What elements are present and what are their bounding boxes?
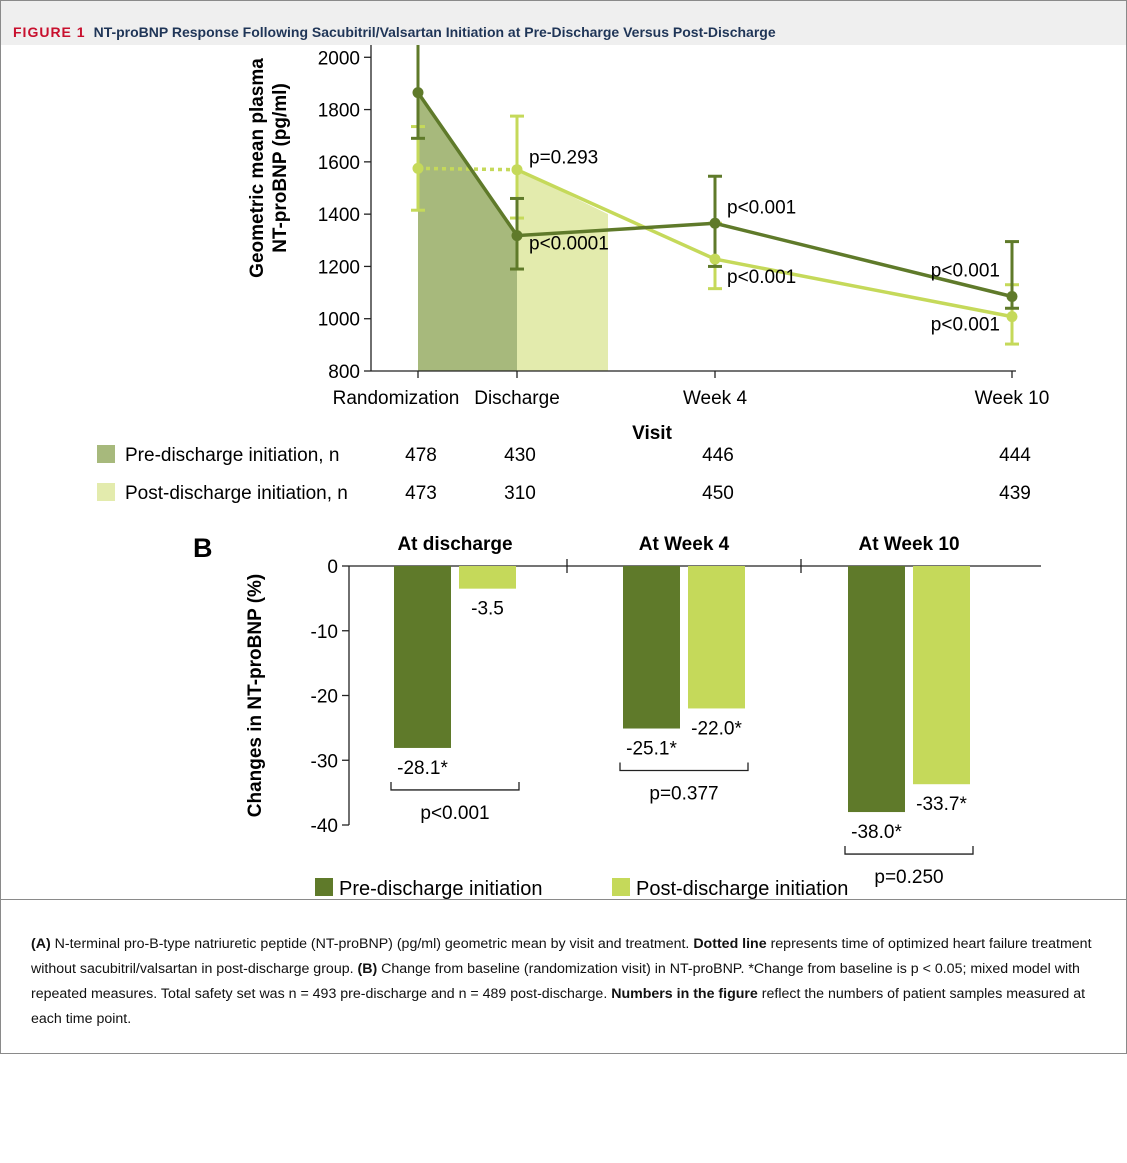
pre-discharge-bar-label: -38.0* (851, 822, 902, 843)
legend-pre-discharge-label: Pre-discharge initiation (339, 878, 542, 900)
post-discharge-bar-label: -3.5 (471, 599, 504, 620)
panel-a-y-tick-label: 2000 (318, 48, 360, 69)
pre-discharge-n-value: 478 (405, 445, 437, 466)
legend-post-discharge-swatch (612, 878, 630, 896)
panel-b-comparison-bracket (844, 846, 974, 855)
caption-b-text: Change from baseline (randomization visi… (31, 961, 1080, 1002)
panel-b-comparison-bracket (390, 781, 520, 791)
pre-discharge-point (412, 87, 424, 99)
post-discharge-dotted-line (417, 166, 518, 172)
panel-b-comparison-p-value: p<0.001 (420, 803, 489, 824)
pre-discharge-point (709, 217, 721, 229)
legend-post-discharge-label: Post-discharge initiation (636, 878, 848, 900)
post-discharge-bar-label: -22.0* (691, 718, 742, 739)
pre-discharge-point (511, 230, 523, 242)
figure-charts: A8001000120014001600180020002200Randomiz… (97, 45, 1050, 900)
pre-discharge-n-value: 430 (504, 445, 536, 466)
caption-numbers-label: Numbers in the figure (611, 986, 758, 1002)
figure-frame: FIGURE 1 NT-proBNP Response Following Sac… (0, 0, 1127, 1054)
caption-numbers-text: reflect the numbers of patient samples m… (31, 986, 1086, 1027)
caption-a-label: (A) (31, 936, 51, 952)
panel-b-group-title: At Week 10 (858, 534, 959, 555)
pre-discharge-bar-label: -25.1* (626, 739, 677, 760)
panel-b-y-tick-label: -10 (311, 622, 338, 643)
panel-a-x-tick-label: Randomization (333, 388, 460, 409)
pre-discharge-n-label: Pre-discharge initiation, n (125, 445, 339, 466)
pre-discharge-bar-label: -28.1* (397, 758, 448, 779)
panel-a-y-tick-label: 1400 (318, 205, 360, 226)
figure-title-text: NT-proBNP Response Following Sacubitril/… (93, 24, 776, 40)
panel-b-y-tick-label: -30 (311, 751, 338, 772)
panel-a-y-axis-title: Geometric mean plasma (247, 58, 268, 278)
caption-divider (1, 899, 1126, 900)
figure-label: FIGURE 1 (13, 24, 86, 40)
post-discharge-n-swatch (97, 483, 115, 501)
panel-b-y-axis-title: Changes in NT-proBNP (%) (245, 574, 266, 818)
post-discharge-point (412, 162, 424, 174)
panel-a-y-tick-label: 1800 (318, 101, 360, 122)
post-discharge-n-value: 310 (504, 483, 536, 504)
panel-b-y-tick-label: 0 (327, 557, 338, 578)
post-discharge-point (1006, 311, 1018, 323)
panel-a-y-tick-label: 1600 (318, 153, 360, 174)
post-discharge-n-value: 473 (405, 483, 437, 504)
panel-b-y-tick-label: -20 (311, 687, 338, 708)
panel-a-y-axis-title: NT-proBNP (pg/ml) (270, 83, 291, 253)
figure-header: FIGURE 1 NT-proBNP Response Following Sac… (1, 1, 1126, 45)
panel-b-label: B (193, 533, 213, 563)
pre-discharge-n-value: 444 (999, 445, 1031, 466)
panel-b-y-tick-label: -40 (311, 816, 338, 837)
post-discharge-bar (459, 566, 516, 589)
post-discharge-p-value: p<0.001 (727, 267, 796, 288)
post-discharge-n-value: 450 (702, 483, 734, 504)
panel-b-comparison-bracket (619, 762, 749, 772)
panel-b-group-title: At discharge (397, 534, 512, 555)
legend-pre-discharge-swatch (315, 878, 333, 896)
post-discharge-point (511, 164, 523, 176)
post-discharge-n-label: Post-discharge initiation, n (125, 483, 348, 504)
pre-discharge-p-value: p<0.001 (727, 197, 796, 218)
post-discharge-bar (913, 566, 970, 785)
pre-discharge-shaded-area (418, 92, 517, 372)
panel-b-comparison-p-value: p=0.377 (649, 784, 718, 805)
panel-a-y-tick-label: 1000 (318, 310, 360, 331)
post-discharge-n-value: 439 (999, 483, 1031, 504)
panel-a-x-axis-title: Visit (632, 423, 672, 444)
pre-discharge-point (1006, 290, 1018, 302)
pre-discharge-n-value: 446 (702, 445, 734, 466)
panel-a-x-tick-label: Week 4 (683, 388, 748, 409)
post-discharge-bar (688, 566, 745, 709)
post-discharge-shaded-area (517, 169, 608, 371)
panel-a-x-tick-label: Week 10 (975, 388, 1050, 409)
caption-a-text: N-terminal pro-B-type natriuretic peptid… (50, 936, 694, 952)
pre-discharge-bar (848, 566, 905, 813)
panel-a-y-tick-label: 800 (328, 362, 360, 383)
caption-dotted-label: Dotted line (693, 936, 767, 952)
panel-b-group-title: At Week 4 (639, 534, 730, 555)
panel-a-x-tick-label: Discharge (474, 388, 560, 409)
post-discharge-p-value: p<0.001 (931, 315, 1000, 336)
figure-title: FIGURE 1 NT-proBNP Response Following Sac… (13, 24, 776, 40)
figure-caption: (A) N-terminal pro-B-type natriuretic pe… (31, 932, 1101, 1032)
pre-discharge-line (416, 91, 1013, 299)
caption-dotted-text: represents time of optimized heart failu… (31, 936, 1092, 977)
post-discharge-point (709, 253, 721, 265)
pre-discharge-bar (623, 566, 680, 729)
post-discharge-bar-label: -33.7* (916, 794, 967, 815)
caption-b-label: (B) (357, 961, 378, 977)
pre-discharge-p-value: p<0.0001 (529, 234, 609, 255)
post-discharge-p-value: p=0.293 (529, 148, 598, 169)
pre-discharge-n-swatch (97, 445, 115, 463)
pre-discharge-p-value: p<0.001 (931, 260, 1000, 281)
pre-discharge-bar (394, 566, 451, 748)
panel-b-comparison-p-value: p=0.250 (874, 867, 943, 888)
panel-a-y-tick-label: 1200 (318, 257, 360, 278)
